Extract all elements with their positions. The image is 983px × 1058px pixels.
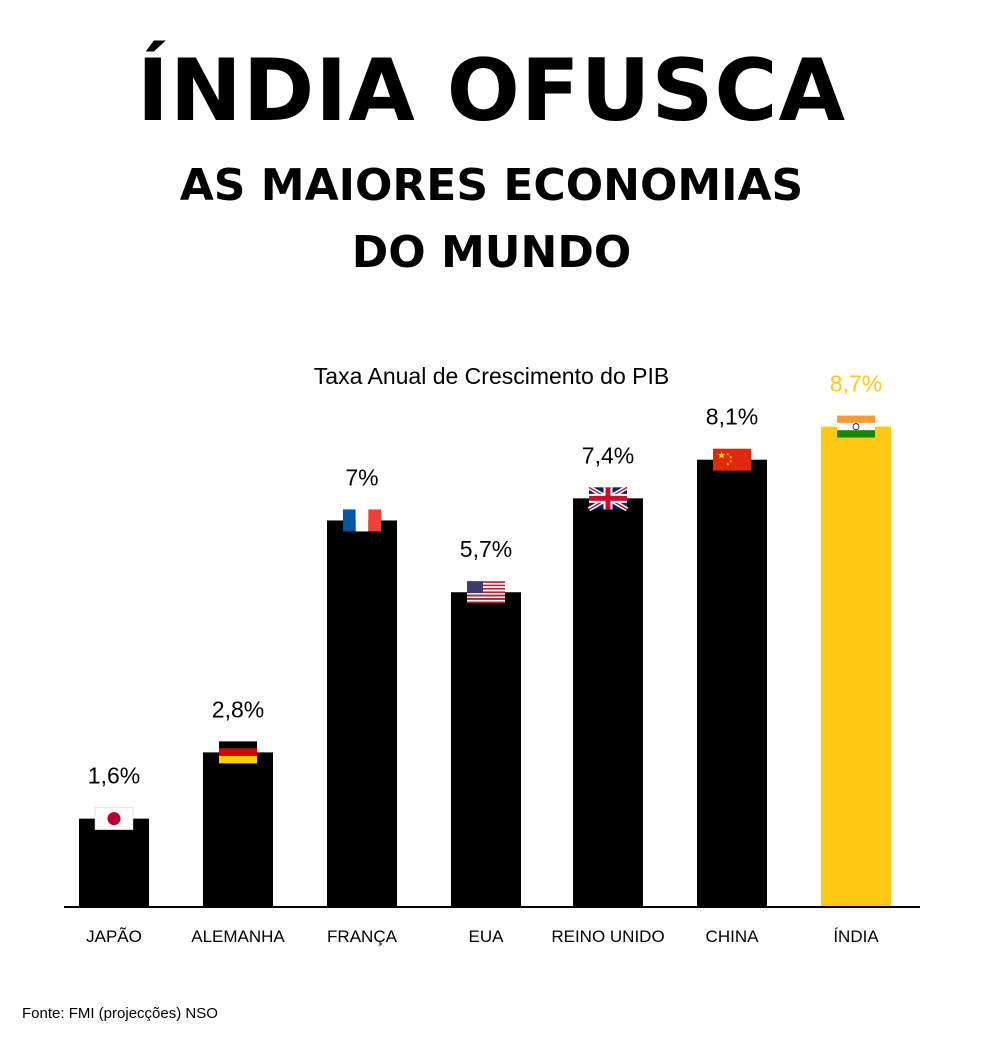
japan-flag-icon	[94, 807, 134, 830]
bar	[79, 818, 149, 907]
headline-main: ÍNDIA OFUSCA	[136, 41, 847, 141]
category-label: ÍNDIA	[833, 927, 879, 946]
value-label: 7,4%	[582, 442, 634, 468]
bar	[821, 426, 891, 907]
bar	[451, 592, 521, 907]
category-label: FRANÇA	[327, 927, 398, 946]
svg-text:★: ★	[726, 452, 730, 457]
headline-line-2: DO MUNDO	[351, 227, 632, 278]
category-label: REINO UNIDO	[551, 927, 664, 946]
bar-chart: 1,6% JAPÃO 2,8% ALEMANHA 7% FRANÇA 5,7% EUA 7,4%…	[64, 371, 920, 946]
svg-text:★: ★	[717, 451, 726, 462]
value-label: 7%	[345, 464, 378, 490]
value-label: 1,6%	[88, 763, 140, 789]
germany-flag-icon	[219, 741, 257, 764]
uk-flag-icon	[587, 485, 629, 512]
bar	[573, 498, 643, 907]
svg-text:★: ★	[726, 462, 730, 467]
bar	[697, 459, 767, 907]
usa-flag-icon	[467, 581, 505, 604]
value-label: 2,8%	[212, 696, 264, 722]
category-label: JAPÃO	[86, 927, 142, 946]
bar	[327, 520, 397, 907]
headline-line-1: AS MAIORES ECONOMIAS	[179, 160, 804, 211]
bar	[203, 752, 273, 907]
france-flag-icon	[343, 509, 381, 532]
category-label: CHINA	[706, 927, 760, 946]
china-flag-icon: ★ ★★★★	[713, 448, 751, 471]
value-label: 8,7%	[830, 371, 882, 397]
source-note: Fonte: FMI (projecções) NSO	[22, 1005, 218, 1022]
svg-text:★: ★	[729, 455, 733, 460]
value-label: 8,1%	[706, 404, 758, 430]
chart-title: Taxa Anual de Crescimento do PIB	[313, 363, 670, 389]
india-flag-icon	[837, 415, 875, 438]
value-label: 5,7%	[460, 536, 512, 562]
category-label: EUA	[469, 927, 505, 946]
svg-text:★: ★	[729, 459, 733, 464]
category-label: ALEMANHA	[191, 927, 285, 946]
